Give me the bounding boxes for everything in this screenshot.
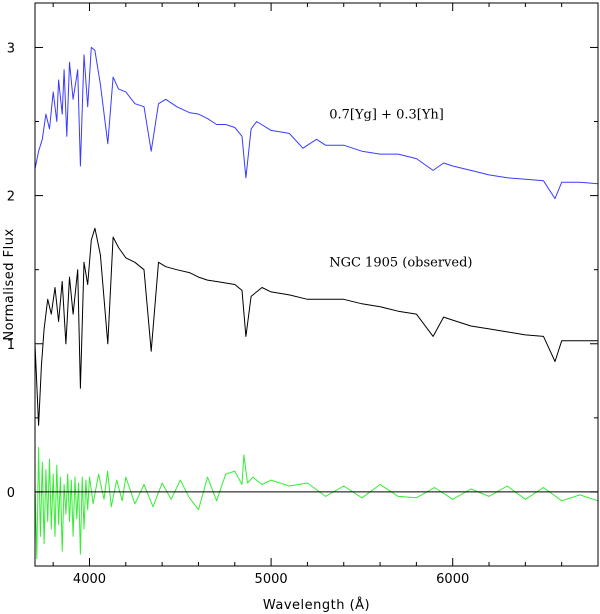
axis-ticks (35, 3, 598, 567)
series-line-1 (34, 227, 598, 426)
y-tick-label: 2 (7, 190, 15, 205)
x-tick-label: 4000 (73, 572, 106, 587)
plot-frame (34, 2, 599, 567)
y-axis-title: Normalised Flux (2, 228, 17, 340)
y-tick-label: 1 (7, 338, 15, 353)
series-annotation-1: NGC 1905 (observed) (329, 256, 472, 271)
annotations: 0.7[Yg] + 0.3[Yh] NGC 1905 (observed) (329, 108, 472, 271)
x-tick-label: 5000 (255, 572, 288, 587)
series-line-0 (34, 46, 599, 200)
axis-tick-labels: 4000 5000 6000 0 1 2 3 (7, 41, 470, 587)
y-tick-label: 3 (7, 41, 15, 56)
series-annotation-0: 0.7[Yg] + 0.3[Yh] (329, 108, 444, 123)
series-line-2 (34, 447, 599, 560)
series-layer (34, 46, 599, 560)
x-tick-label: 6000 (436, 572, 469, 587)
x-axis-title: Wavelength (Å) (263, 597, 370, 613)
y-tick-label: 0 (7, 486, 15, 501)
